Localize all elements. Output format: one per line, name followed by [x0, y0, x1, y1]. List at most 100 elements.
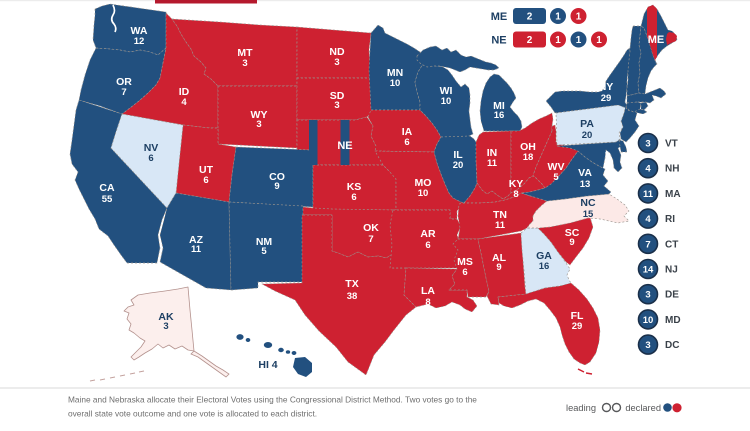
svg-text:2: 2 — [527, 35, 533, 46]
svg-text:CA: CA — [99, 182, 115, 194]
svg-text:6: 6 — [148, 153, 153, 164]
svg-text:HI 4: HI 4 — [258, 359, 277, 371]
svg-text:CT: CT — [665, 239, 678, 250]
svg-text:NJ: NJ — [665, 265, 678, 276]
svg-text:20: 20 — [582, 130, 593, 141]
svg-text:10: 10 — [441, 96, 452, 107]
svg-text:3: 3 — [645, 340, 650, 351]
svg-text:14: 14 — [643, 265, 654, 276]
svg-text:NY: NY — [599, 81, 614, 93]
svg-text:55: 55 — [102, 194, 113, 205]
svg-text:3: 3 — [334, 100, 339, 111]
svg-text:12: 12 — [134, 36, 145, 47]
svg-text:29: 29 — [601, 93, 612, 104]
svg-text:WV: WV — [548, 161, 565, 173]
svg-text:AZ: AZ — [189, 234, 204, 246]
svg-text:6: 6 — [404, 137, 409, 148]
svg-text:OR: OR — [116, 76, 132, 88]
svg-text:MN: MN — [387, 67, 403, 79]
svg-text:20: 20 — [453, 160, 464, 171]
svg-text:AL: AL — [492, 252, 507, 264]
svg-text:ME: ME — [648, 34, 665, 46]
svg-text:MO: MO — [415, 177, 432, 189]
svg-text:KY: KY — [509, 178, 524, 190]
svg-text:RI: RI — [665, 214, 675, 225]
svg-text:LA: LA — [421, 285, 435, 297]
svg-text:MI: MI — [493, 100, 505, 112]
svg-text:MA: MA — [665, 189, 681, 200]
svg-text:11: 11 — [643, 189, 654, 200]
svg-text:ND: ND — [329, 46, 345, 58]
svg-text:Maine and Nebraska allocate th: Maine and Nebraska allocate their Electo… — [68, 395, 477, 405]
svg-text:16: 16 — [539, 261, 550, 272]
svg-text:VA: VA — [578, 167, 592, 179]
svg-text:CO: CO — [269, 171, 285, 183]
svg-text:NV: NV — [144, 142, 159, 154]
svg-text:NH: NH — [665, 164, 679, 175]
svg-text:3: 3 — [334, 57, 339, 68]
svg-text:15: 15 — [583, 209, 594, 220]
svg-text:9: 9 — [496, 262, 501, 273]
svg-text:NC: NC — [580, 197, 596, 209]
svg-text:NE: NE — [337, 140, 352, 152]
svg-text:8: 8 — [425, 297, 430, 308]
svg-text:5: 5 — [553, 172, 559, 183]
svg-text:KS: KS — [347, 181, 362, 193]
svg-text:MS: MS — [457, 256, 473, 268]
svg-text:VT: VT — [665, 139, 678, 150]
svg-text:TN: TN — [493, 209, 507, 221]
svg-text:UT: UT — [199, 164, 214, 176]
svg-text:18: 18 — [523, 152, 534, 163]
svg-text:1: 1 — [555, 35, 561, 46]
svg-text:WA: WA — [131, 25, 148, 37]
svg-text:6: 6 — [351, 192, 356, 203]
svg-text:1: 1 — [576, 12, 582, 23]
svg-text:overall state vote outcome and: overall state vote outcome and one vote … — [68, 409, 317, 419]
svg-text:6: 6 — [203, 175, 208, 186]
svg-text:2: 2 — [527, 12, 533, 23]
svg-text:declared: declared — [625, 403, 661, 413]
svg-text:7: 7 — [645, 239, 650, 250]
svg-text:NE: NE — [491, 35, 506, 47]
svg-text:7: 7 — [121, 87, 126, 98]
svg-text:8: 8 — [513, 189, 518, 200]
svg-text:7: 7 — [368, 234, 373, 245]
svg-text:IA: IA — [402, 126, 413, 138]
svg-text:6: 6 — [425, 240, 430, 251]
svg-text:WI: WI — [440, 85, 453, 97]
svg-text:3: 3 — [645, 290, 650, 301]
svg-text:10: 10 — [390, 78, 401, 89]
svg-text:11: 11 — [487, 158, 498, 169]
svg-text:3: 3 — [256, 119, 261, 130]
svg-text:DE: DE — [665, 290, 679, 301]
svg-text:TX: TX — [345, 278, 358, 290]
svg-text:AR: AR — [420, 228, 436, 240]
svg-text:leading: leading — [566, 403, 596, 413]
svg-text:MD: MD — [665, 315, 681, 326]
svg-text:3: 3 — [163, 321, 168, 332]
svg-text:SD: SD — [330, 90, 345, 102]
svg-text:ME: ME — [491, 11, 508, 23]
svg-text:11: 11 — [191, 244, 202, 255]
svg-text:WY: WY — [251, 109, 268, 121]
svg-text:5: 5 — [261, 246, 267, 257]
svg-text:4: 4 — [645, 214, 651, 225]
svg-text:16: 16 — [494, 110, 505, 121]
svg-text:ID: ID — [179, 86, 190, 98]
svg-text:AK: AK — [158, 311, 174, 323]
svg-text:1: 1 — [576, 35, 582, 46]
svg-text:38: 38 — [347, 291, 358, 302]
svg-text:FL: FL — [571, 310, 584, 322]
svg-text:3: 3 — [645, 139, 650, 150]
svg-text:1: 1 — [555, 12, 561, 23]
svg-text:NM: NM — [256, 236, 273, 248]
svg-text:4: 4 — [645, 164, 651, 175]
svg-text:6: 6 — [462, 267, 467, 278]
svg-text:DC: DC — [665, 340, 679, 351]
svg-text:1: 1 — [596, 35, 602, 46]
svg-text:MT: MT — [237, 47, 253, 59]
svg-text:13: 13 — [580, 179, 591, 190]
svg-text:SC: SC — [565, 227, 580, 239]
svg-text:10: 10 — [643, 315, 654, 326]
svg-text:PA: PA — [580, 118, 594, 130]
